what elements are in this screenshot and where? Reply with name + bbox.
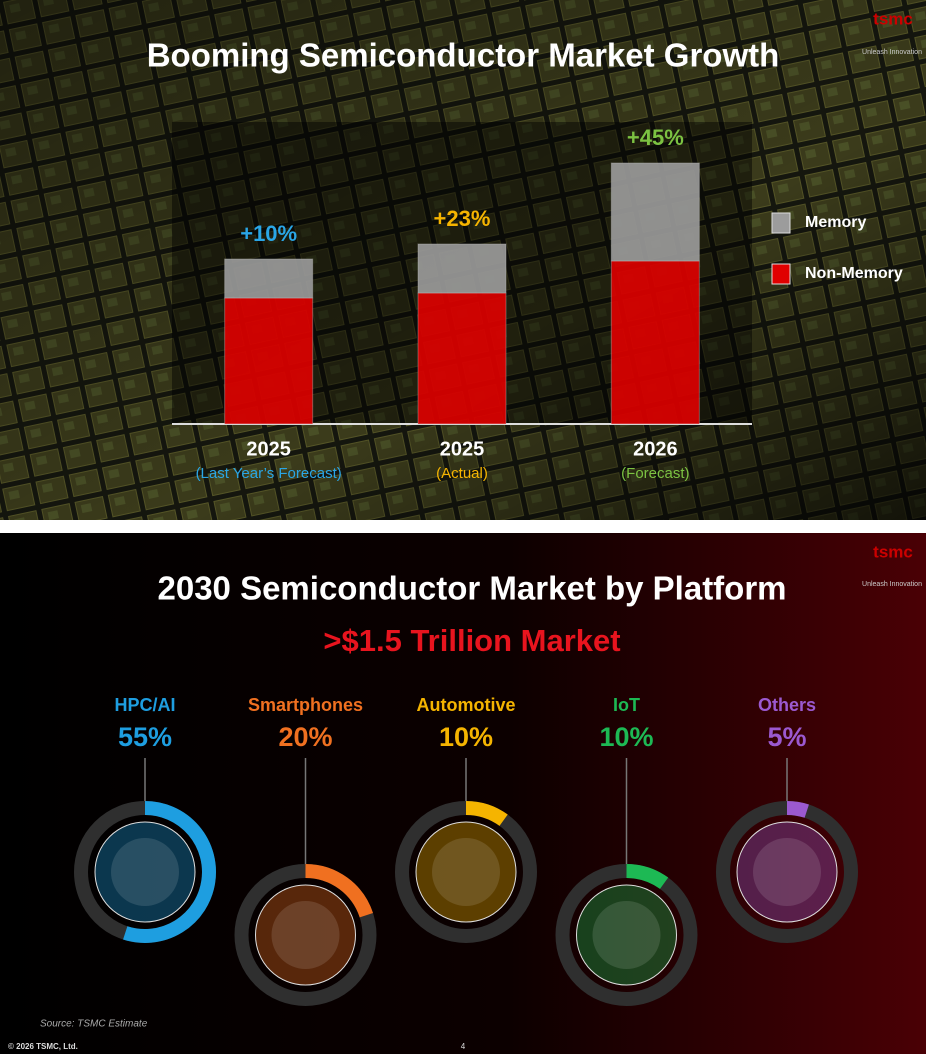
chart-title: Booming Semiconductor Market Growth xyxy=(147,37,780,74)
x-tick-note: (Forecast) xyxy=(621,465,689,482)
platform-image xyxy=(94,821,196,923)
platform-image xyxy=(576,884,677,986)
category-label: Others xyxy=(758,695,816,715)
value-label: 5% xyxy=(767,722,806,752)
category-label: IoT xyxy=(613,695,640,715)
legend-swatch xyxy=(771,212,791,234)
ring-arc xyxy=(786,801,809,818)
legend-label: Non-Memory xyxy=(805,265,903,282)
copyright: © 2026 TSMC, Ltd. xyxy=(8,1042,78,1051)
platform-image xyxy=(415,821,517,923)
bar-segment xyxy=(224,258,314,299)
bar-segment xyxy=(417,243,507,294)
logo: tsmc xyxy=(873,542,913,561)
platform-image xyxy=(736,821,838,923)
ring-arc xyxy=(626,864,669,890)
platform-image-core xyxy=(111,838,179,906)
x-tick-note: (Actual) xyxy=(436,465,488,482)
divider xyxy=(0,520,926,533)
chart-title: 2030 Semiconductor Market by Platform xyxy=(157,570,786,607)
category-label: HPC/AI xyxy=(114,695,175,715)
legend-swatch xyxy=(771,263,791,285)
page-number: 4 xyxy=(461,1042,466,1051)
growth-label: +45% xyxy=(627,125,684,150)
ring-arc xyxy=(123,801,216,943)
ring-arc xyxy=(465,801,508,827)
bar-segment xyxy=(610,260,700,425)
x-tick-label: 2026 xyxy=(633,438,678,460)
platform-image-core xyxy=(592,901,661,969)
x-tick-label: 2025 xyxy=(440,438,485,460)
ring-arc xyxy=(305,864,374,918)
growth-label: +10% xyxy=(240,221,297,246)
value-label: 10% xyxy=(599,722,653,752)
x-tick-label: 2025 xyxy=(246,438,291,460)
x-tick-note: (Last Year’s Forecast) xyxy=(196,465,342,482)
source-note: Source: TSMC Estimate xyxy=(40,1019,148,1030)
platform-image-core xyxy=(271,901,340,969)
bar-segment xyxy=(224,297,314,425)
logo-tagline: Unleash Innovation xyxy=(862,581,922,588)
value-label: 55% xyxy=(118,722,172,752)
platform-image xyxy=(255,884,356,986)
background xyxy=(0,533,926,1054)
growth-label: +23% xyxy=(434,206,491,231)
category-label: Automotive xyxy=(417,695,516,715)
bar-segment xyxy=(610,162,700,262)
slide-2: 2030 Semiconductor Market by Platform >$… xyxy=(0,533,926,1054)
platform-image-core xyxy=(432,838,500,906)
value-label: 20% xyxy=(278,722,332,752)
value-label: 10% xyxy=(439,722,493,752)
legend-label: Memory xyxy=(805,214,866,231)
logo-tagline: Unleash Innovation xyxy=(862,49,922,56)
platform-image-core xyxy=(753,838,821,906)
bar-segment xyxy=(417,292,507,425)
chart-subtitle: >$1.5 Trillion Market xyxy=(323,623,620,658)
category-label: Smartphones xyxy=(248,695,363,715)
logo: tsmc xyxy=(873,9,913,28)
